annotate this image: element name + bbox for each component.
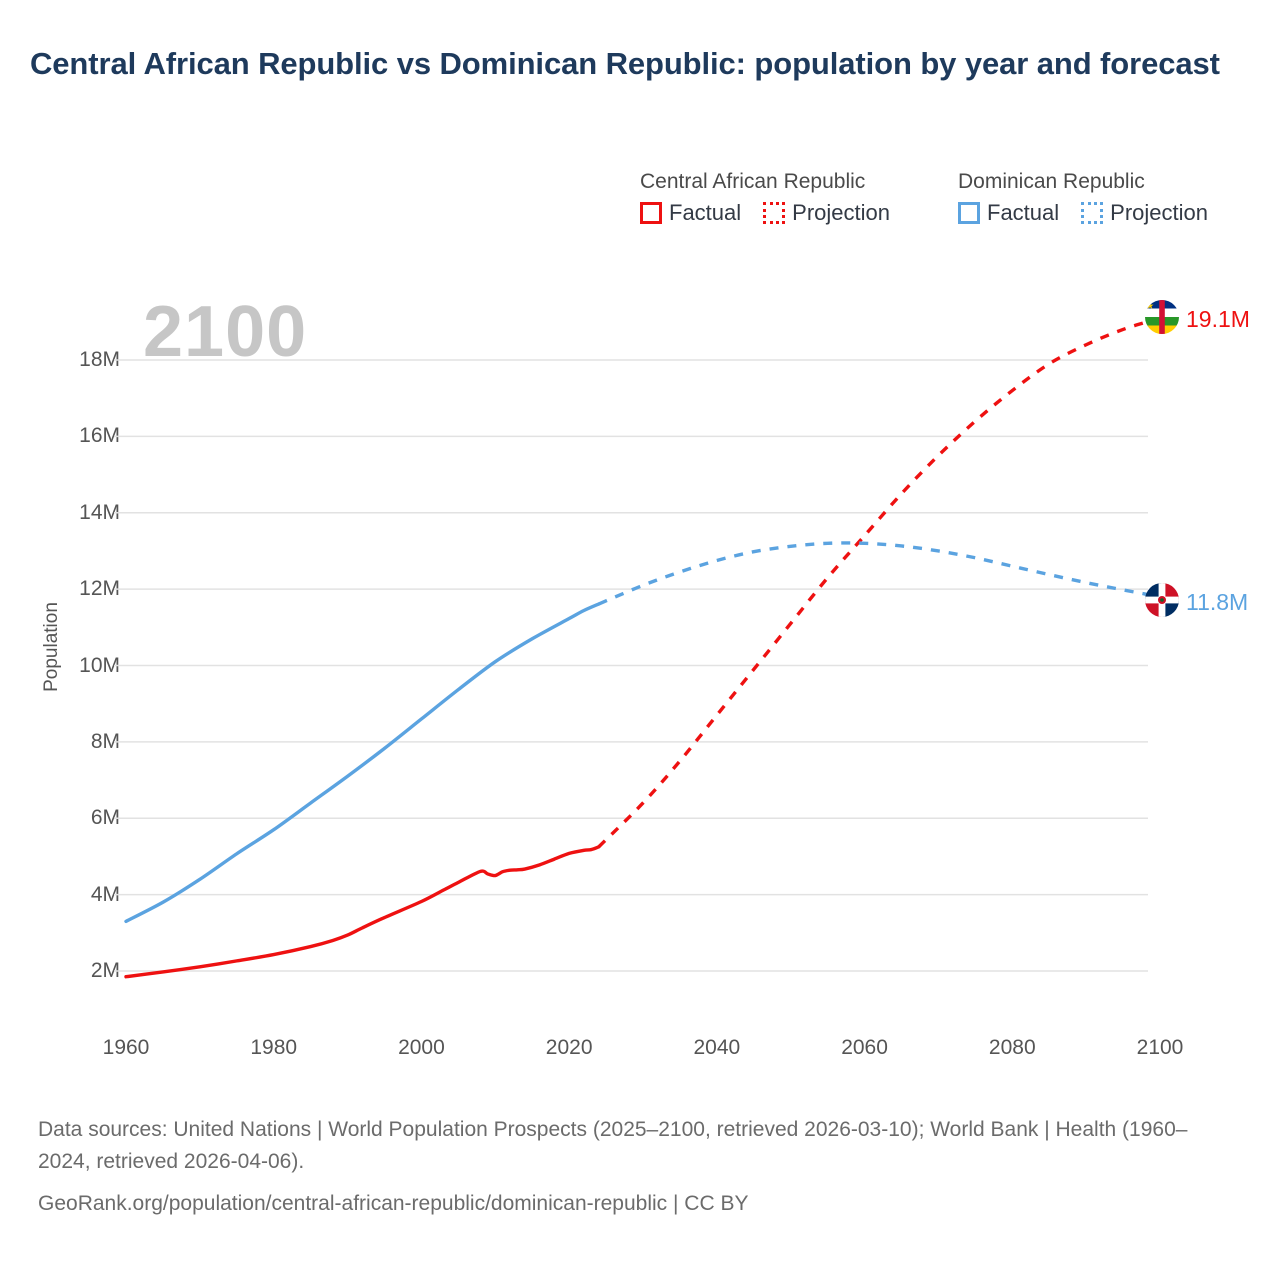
y-axis-tick-label: 14M (79, 500, 120, 524)
series-line-projection-central-african-republic (597, 316, 1161, 849)
legend-item-car-projection[interactable]: Projection (763, 200, 890, 226)
legend-item-car-factual[interactable]: Factual (640, 200, 741, 226)
x-axis-tick-label: 2060 (841, 1036, 888, 1059)
source-url-text[interactable]: GeoRank.org/population/central-african-r… (38, 1191, 749, 1215)
dominican-republic-flag-icon (1145, 583, 1179, 617)
y-axis-tick-label: 12M (79, 577, 120, 601)
legend-group-dominican-republic: Dominican Republic Factual Projection (958, 170, 1208, 226)
y-axis-tick-label: 4M (90, 882, 120, 906)
x-axis-tick-label: 2040 (693, 1036, 741, 1059)
legend-group-title: Central African Republic (640, 170, 866, 193)
chart-legend: Central African Republic Factual Project… (640, 170, 1260, 250)
y-axis-tick-label: 10M (79, 653, 120, 677)
legend-swatch-dotted-blue-icon (1081, 202, 1104, 224)
x-axis-tick-label: 2020 (545, 1036, 593, 1059)
page-title: Central African Republic vs Dominican Re… (30, 46, 1220, 81)
legend-group-title: Dominican Republic (958, 170, 1145, 193)
series-line-factual-dominican-republic (124, 602, 601, 924)
endpoint-label-dominican-republic: 11.8M (1186, 589, 1249, 615)
endpoint-label-central-african-republic: 19.1M (1186, 306, 1250, 332)
legend-item-label: Factual (669, 200, 742, 225)
x-axis-tick-label: 2000 (398, 1036, 445, 1059)
x-axis-tick-label: 2100 (1136, 1036, 1184, 1059)
x-axis-tick-label: 1980 (250, 1036, 298, 1059)
year-watermark: 2100 (143, 292, 308, 372)
legend-swatch-solid-blue-icon (958, 202, 980, 224)
x-axis-tick-label: 1960 (102, 1036, 150, 1059)
legend-swatch-solid-red-icon (640, 202, 662, 224)
chart-footer: Data sources: United Nations | World Pop… (38, 1114, 1238, 1220)
legend-item-label: Factual (987, 200, 1060, 225)
x-axis-tick-label: 2080 (988, 1036, 1036, 1059)
legend-group-central-african-republic: Central African Republic Factual Project… (640, 170, 890, 226)
y-axis-tick-label: 2M (90, 959, 120, 982)
central-african-republic-flag-icon (1145, 300, 1179, 334)
legend-item-dom-factual[interactable]: Factual (958, 200, 1059, 226)
data-sources-text: Data sources: United Nations | World Pop… (38, 1118, 1188, 1173)
legend-item-label: Projection (792, 200, 890, 225)
y-axis-tick-label: 18M (79, 348, 120, 371)
legend-item-label: Projection (1110, 200, 1208, 225)
y-axis-ticks: 2M 4M 6M 8M 10M 12M 14M 16M 18M (10, 0, 120, 1280)
y-axis-tick-label: 6M (90, 806, 120, 830)
legend-swatch-dotted-red-icon (763, 202, 786, 224)
series-line-projection-dominican-republic (598, 541, 1161, 606)
y-axis-tick-label: 16M (79, 424, 120, 448)
legend-item-dom-projection[interactable]: Projection (1081, 200, 1208, 226)
y-axis-tick-label: 8M (90, 729, 120, 753)
series-line-factual-central-african-republic (124, 845, 601, 979)
